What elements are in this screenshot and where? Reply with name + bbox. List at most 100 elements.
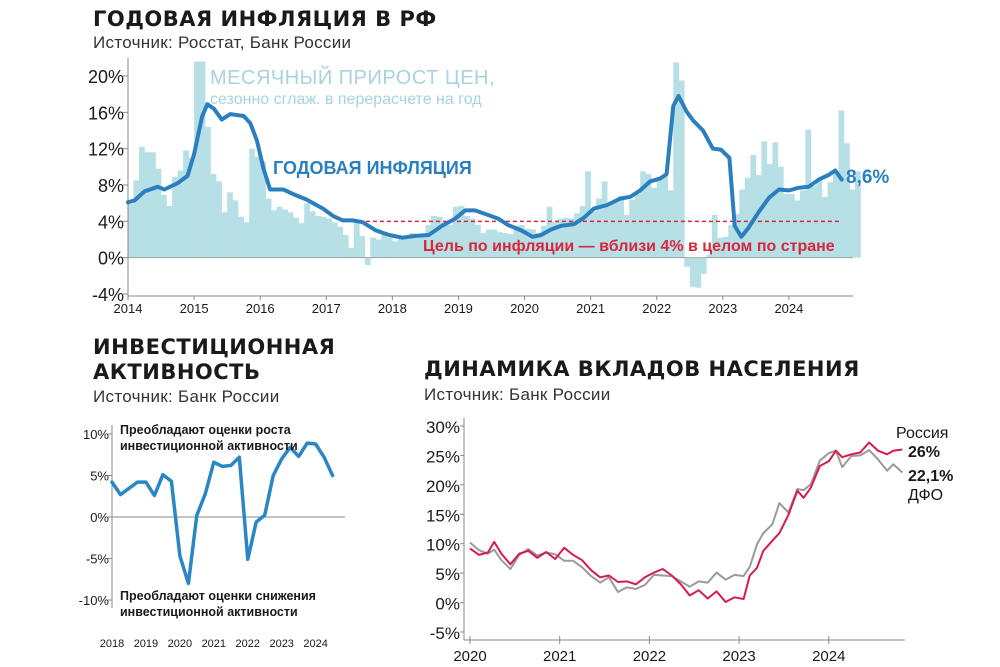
monthly-growth-bar: [491, 229, 498, 258]
monthly-growth-bar: [755, 175, 762, 258]
inflation-x-tick-label: 2016: [246, 301, 275, 316]
inflation-target-label: Цель по инфляции — вблизи 4% в целом по …: [423, 238, 835, 255]
monthly-growth-bar: [392, 241, 399, 258]
monthly-growth-bar: [513, 225, 520, 258]
decline-annotation-line2: инвестиционной активности: [120, 605, 298, 619]
russia-series-name: Россия: [896, 425, 948, 442]
inflation-y-tick-label: 8%: [98, 176, 124, 196]
russia-deposits-line: [469, 441, 903, 603]
monthly-growth-bar: [320, 216, 327, 258]
investment-x-tick-label: 2024: [303, 638, 327, 650]
monthly-growth-bar: [833, 173, 839, 258]
monthly-growth-bar: [706, 254, 713, 258]
monthly-growth-bar: [298, 223, 305, 258]
monthly-growth-bar: [673, 62, 680, 258]
investment-x-tick-label: 2018: [100, 638, 124, 650]
inflation-x-tick-label: 2014: [114, 301, 143, 316]
monthly-growth-bar: [816, 180, 823, 258]
monthly-growth-bar: [805, 129, 812, 258]
monthly-growth-bar: [827, 182, 834, 258]
monthly-growth-bar: [337, 226, 344, 258]
monthly-growth-bar: [728, 225, 735, 258]
inflation-x-tick-label: 2018: [378, 301, 407, 316]
monthly-growth-bar: [271, 210, 277, 258]
monthly-growth-bar: [722, 236, 729, 258]
monthly-growth-bar: [794, 200, 801, 258]
inflation-chart-title: ГОДОВАЯ ИНФЛЯЦИЯ В РФ: [93, 7, 437, 31]
monthly-growth-bar: [133, 180, 140, 258]
inflation-x-tick-label: 2024: [774, 301, 803, 316]
deposits-y-tick-label: 5%: [435, 565, 460, 584]
monthly-growth-bar: [425, 225, 432, 258]
monthly-growth-bar: [849, 189, 856, 258]
monthly-growth-bar: [684, 257, 691, 267]
inflation-x-tick-label: 2015: [180, 301, 209, 316]
monthly-growth-bar: [607, 203, 613, 258]
monthly-growth-bar: [596, 198, 602, 258]
investment-chart: 10%5%0%-5%-10% 2018 2019 2020 2021 2022 2023 2…: [79, 423, 345, 650]
investment-x-tick-label: 2023: [269, 638, 293, 650]
deposits-chart-title: ДИНАМИКА ВКЛАДОВ НАСЕЛЕНИЯ: [424, 357, 860, 381]
inflation-chart: -4%0%4%8%12%16%20% 2014 2015 2016 2017 2018 2…: [88, 58, 889, 316]
monthly-growth-bar: [227, 192, 233, 258]
monthly-growth-bar: [552, 222, 558, 258]
monthly-growth-bar: [304, 203, 310, 258]
investment-chart-title-line2: АКТИВНОСТЬ: [93, 360, 261, 384]
monthly-growth-bar: [640, 171, 646, 258]
monthly-growth-bar: [177, 170, 184, 258]
inflation-x-tick-label: 2019: [444, 301, 473, 316]
monthly-growth-bar: [397, 238, 404, 258]
monthly-growth-bar: [331, 222, 338, 258]
inflation-y-tick-label: -4%: [92, 285, 124, 305]
monthly-growth-bar: [662, 175, 668, 258]
monthly-growth-bar: [717, 237, 724, 258]
inflation-y-tick-label: 20%: [88, 67, 124, 87]
monthly-growth-bar: [689, 257, 696, 287]
deposits-y-tick-label: 0%: [435, 595, 460, 614]
deposits-chart-source: Источник: Банк России: [424, 385, 611, 404]
monthly-growth-bar: [315, 215, 322, 258]
inflation-y-tick-label: 12%: [88, 140, 124, 160]
monthly-growth-bar: [535, 233, 542, 258]
monthly-growth-bar: [618, 195, 624, 258]
monthly-growth-bar: [744, 177, 751, 258]
deposits-y-tick-label: 15%: [426, 506, 460, 525]
monthly-growth-bar: [282, 209, 288, 258]
monthly-growth-bar: [419, 235, 426, 258]
growth-annotation-line1: Преобладают оценки роста: [120, 423, 292, 437]
monthly-growth-bar: [810, 185, 817, 258]
monthly-growth-bar: [216, 181, 222, 258]
monthly-growth-bar: [238, 216, 244, 258]
monthly-growth-label: МЕСЯЧНЫЙ ПРИРОСТ ЦЕН,: [210, 65, 495, 89]
investment-x-tick-label: 2020: [168, 638, 192, 650]
deposits-y-axis: 30% 25% 20% 15% 10% 5% 0% -5%: [426, 418, 465, 643]
monthly-growth-sublabel: сезонно сглаж. в перерасчете на год: [210, 91, 482, 108]
monthly-growth-bar: [574, 213, 580, 258]
monthly-growth-bar: [210, 174, 217, 258]
monthly-growth-bar: [309, 211, 316, 258]
deposits-x-tick-label: 2024: [812, 648, 845, 665]
monthly-growth-bar: [612, 202, 619, 258]
dfo-end-value: 22,1%: [908, 468, 953, 485]
monthly-growth-bar: [447, 225, 454, 258]
monthly-growth-bar: [777, 166, 784, 258]
monthly-growth-bar: [519, 225, 525, 258]
inflation-x-axis: 2014 2015 2016 2017 2018 2019 2020 2021 2022 2023…: [114, 295, 853, 316]
monthly-growth-bar: [695, 257, 702, 288]
monthly-growth-bar: [783, 194, 790, 258]
monthly-growth-bar: [293, 217, 299, 258]
monthly-growth-bar: [128, 204, 134, 258]
monthly-growth-bar: [161, 195, 167, 258]
deposits-y-tick-label: 25%: [426, 447, 460, 466]
monthly-growth-bar: [265, 198, 272, 258]
monthly-growth-bar: [645, 174, 652, 258]
deposits-x-axis: 2020 2021 2022 2023 2024: [453, 636, 905, 665]
investment-x-tick-label: 2021: [202, 638, 226, 650]
monthly-growth-bar: [772, 142, 779, 258]
monthly-growth-bar: [480, 233, 487, 258]
monthly-growth-bar: [326, 218, 333, 258]
monthly-growth-bar: [359, 235, 366, 258]
monthly-growth-bar: [458, 205, 465, 258]
monthly-growth-bar: [579, 205, 586, 258]
